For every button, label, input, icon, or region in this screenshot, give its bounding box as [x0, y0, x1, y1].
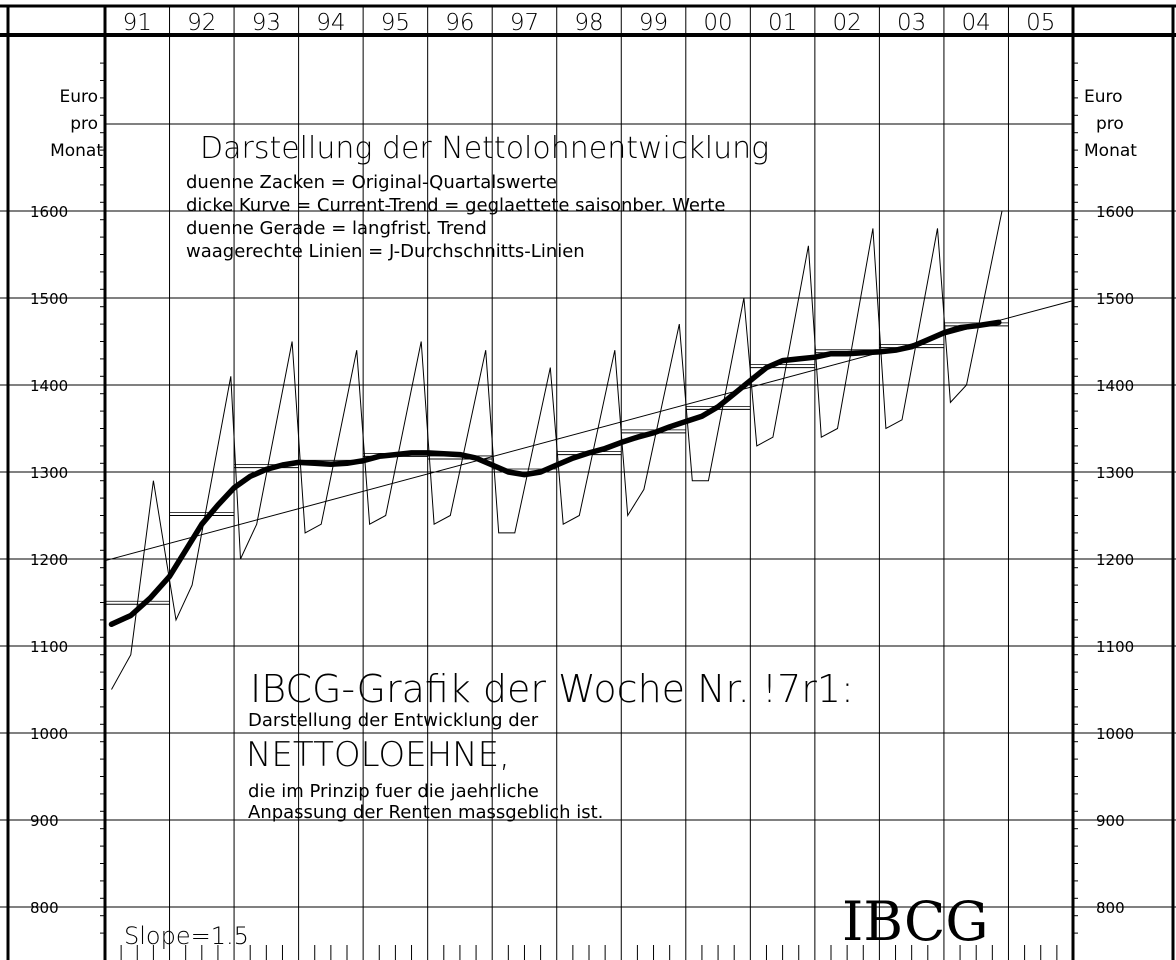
headline-annotation: IBCG-Grafik der Woche Nr. !7r1: — [250, 667, 854, 711]
y-unit-line-2: pro — [1096, 114, 1124, 134]
chart-frame — [0, 4, 1176, 960]
legend-line-quarterly: duenne Zacken = Original-Quartalswerte — [186, 172, 557, 193]
axis-ticks — [100, 62, 1078, 960]
y-tick-label-left: 1400 — [30, 377, 68, 395]
year-label: 95 — [381, 10, 410, 36]
data-series — [104, 210, 1074, 690]
chart-title: Darstellung der Nettolohnentwicklung — [200, 131, 769, 166]
y-tick-label-right: 1600 — [1096, 203, 1134, 221]
quarterly-values-line — [111, 210, 1003, 690]
y-tick-label-left: 800 — [30, 899, 59, 917]
year-label: 01 — [768, 10, 797, 36]
y-tick-label-left: 1100 — [30, 638, 68, 656]
y-unit-line-1: Euro — [59, 87, 98, 107]
year-label: 05 — [1026, 10, 1055, 36]
year-label: 93 — [252, 10, 281, 36]
year-labels: 91 92 93 94 95 96 97 98 99 00 01 02 03 04 05 — [123, 10, 1056, 36]
y-tick-label-right: 1100 — [1096, 638, 1134, 656]
year-label: 94 — [316, 10, 345, 36]
y-tick-labels: 800 800 900 900 1000 1000 1100 1100 1200 1200 1300… — [30, 203, 1134, 917]
y-tick-label-left: 900 — [30, 812, 59, 830]
year-label: 00 — [703, 10, 732, 36]
y-tick-label-left: 1500 — [30, 290, 68, 308]
year-label: 04 — [962, 10, 991, 36]
y-tick-label-left: 1000 — [30, 725, 68, 743]
annotation-line-2: die im Prinzip fuer die jaehrliche — [248, 781, 539, 802]
annotation-line-1: Darstellung der Entwicklung der — [248, 710, 539, 731]
legend-line-annual: waagerechte Linien = J-Durchschnitts-Lin… — [186, 241, 585, 262]
y-tick-label-right: 1300 — [1096, 464, 1134, 482]
annual-average-lines — [105, 322, 1009, 605]
y-tick-label-right: 1200 — [1096, 551, 1134, 569]
annotation-line-3: Anpassung der Renten massgeblich ist. — [248, 802, 603, 823]
y-axis-label-right: Euro pro Monat — [1084, 87, 1137, 161]
year-label: 97 — [510, 10, 539, 36]
y-tick-label-left: 1300 — [30, 464, 68, 482]
year-label: 91 — [123, 10, 152, 36]
y-tick-label-right: 800 — [1096, 899, 1125, 917]
current-trend-line — [108, 319, 1002, 628]
y-unit-line-3: Monat — [50, 141, 103, 161]
y-tick-label-left: 1600 — [30, 203, 68, 221]
y-unit-line-3: Monat — [1084, 141, 1137, 161]
year-label: 99 — [639, 10, 668, 36]
long-term-trend-line — [104, 300, 1074, 562]
y-tick-label-right: 1400 — [1096, 377, 1134, 395]
annotation-big: NETTOLOEHNE, — [246, 735, 510, 775]
y-tick-label-right: 1500 — [1096, 290, 1134, 308]
y-tick-label-left: 1200 — [30, 551, 68, 569]
y-tick-label-right: 900 — [1096, 812, 1125, 830]
y-axis-label-left: Euro pro Monat — [50, 87, 103, 161]
y-unit-line-2: pro — [70, 114, 98, 134]
year-label: 02 — [832, 10, 861, 36]
legend-line-long-term: duenne Gerade = langfrist. Trend — [186, 218, 487, 239]
year-label: 96 — [445, 10, 474, 36]
y-unit-line-1: Euro — [1084, 87, 1123, 107]
year-label: 03 — [897, 10, 926, 36]
year-label: 92 — [187, 10, 216, 36]
y-tick-label-right: 1000 — [1096, 725, 1134, 743]
legend-line-current-trend: dicke Kurve = Current-Trend = geglaettet… — [186, 195, 725, 216]
slope-annotation: Slope=1.5 — [124, 922, 249, 950]
ibcg-logo: IBCG — [842, 890, 988, 953]
year-label: 98 — [574, 10, 603, 36]
gridlines — [0, 6, 1176, 960]
